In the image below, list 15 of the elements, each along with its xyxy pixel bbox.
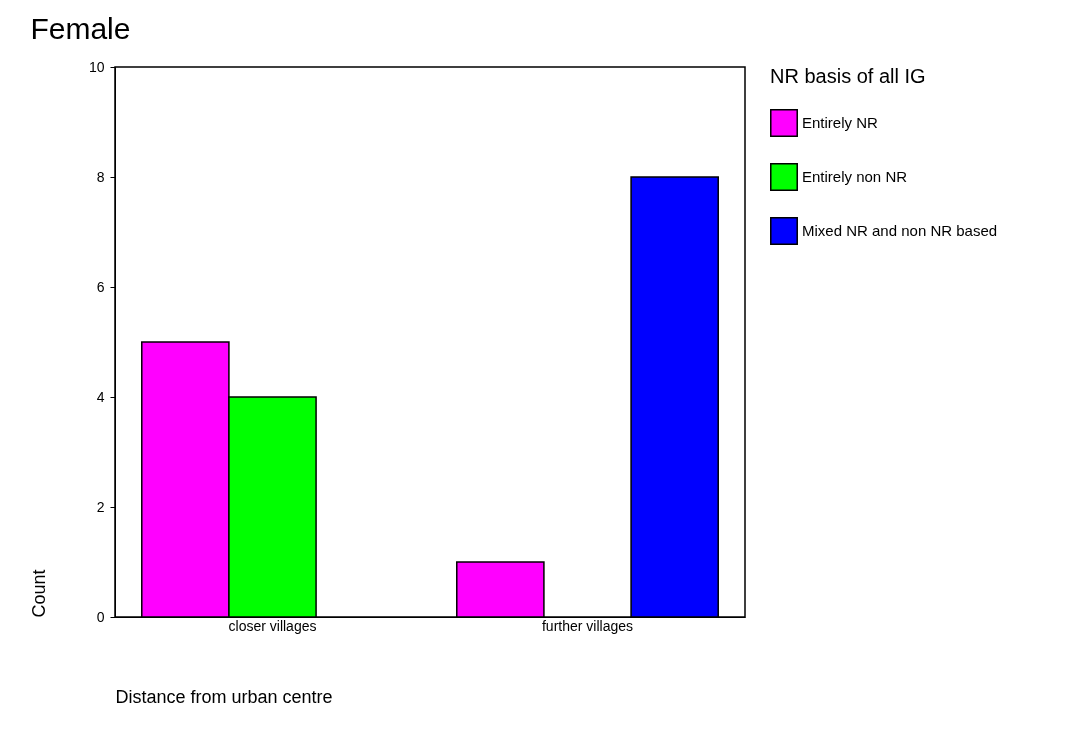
legend-label: Mixed NR and non NR based [802,222,998,239]
legend-title: NR basis of all IG [770,65,926,87]
x-axis-title: Distance from urban centre [115,686,333,707]
y-tick-label: 0 [96,608,105,625]
x-tick-label: further villages [541,617,634,634]
y-tick-label: 2 [96,498,105,515]
legend-label: Entirely non NR [802,168,908,185]
chart-title: Female [30,12,131,45]
y-tick-label: 6 [96,278,105,295]
y-axis-title: Count [28,569,49,618]
y-tick-label: 10 [88,58,105,75]
x-tick-label: closer villages [228,617,317,634]
legend-label: Entirely NR [802,114,879,131]
y-tick-label: 8 [96,168,105,185]
y-tick-label: 4 [96,388,105,405]
